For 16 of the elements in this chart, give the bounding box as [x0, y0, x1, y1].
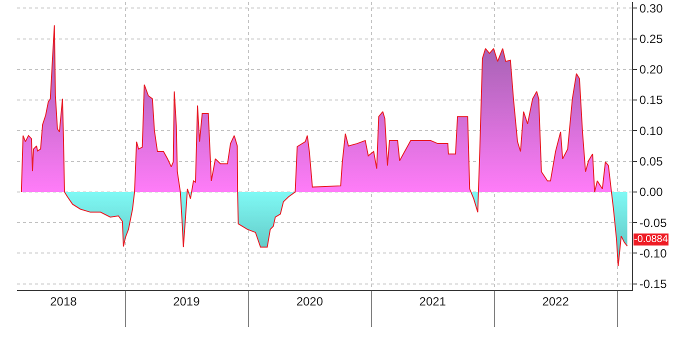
x-tick-label: 2022 — [542, 294, 570, 308]
y-tick-label: 0.20 — [639, 62, 664, 77]
y-tick-label: -0.10 — [639, 246, 668, 260]
x-tick-label: 2019 — [173, 294, 200, 308]
annotation: -0.0884 — [634, 234, 668, 245]
y-tick-label: -0.15 — [639, 277, 668, 292]
y-tick-label: 0.05 — [639, 154, 664, 169]
y-tick-label: 0.15 — [639, 93, 664, 108]
y-tick-label: 0.25 — [639, 32, 664, 46]
x-tick-label: 2018 — [50, 294, 78, 308]
x-tick-label: 2021 — [419, 294, 446, 308]
y-tick-label: -0.05 — [639, 216, 668, 230]
y-tick-label: 0.30 — [639, 1, 664, 16]
x-tick-label: 2020 — [296, 294, 324, 308]
y-tick-label: 0.00 — [639, 185, 664, 200]
y-tick-label: 0.10 — [639, 124, 664, 138]
